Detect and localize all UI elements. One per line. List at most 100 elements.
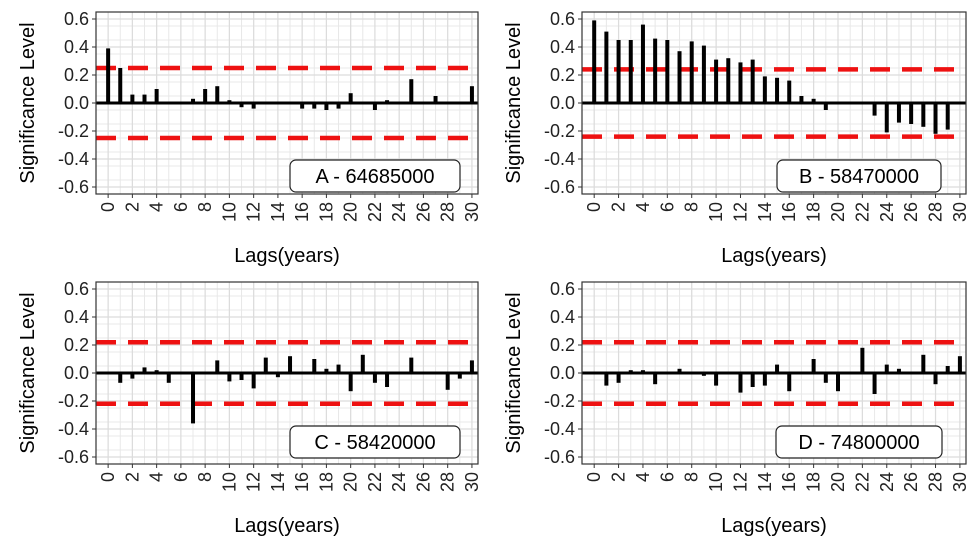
acf-bar [872, 373, 877, 394]
acf-bar [275, 373, 280, 378]
x-tick-label: 30 [462, 202, 482, 222]
x-tick-label: 26 [901, 202, 921, 222]
x-tick-label: 14 [268, 202, 288, 222]
acf-bar [312, 359, 317, 373]
x-axis-title: Lags(years) [234, 515, 340, 537]
acf-bar [896, 103, 901, 123]
acf-bar [348, 93, 353, 103]
x-tick-label: 28 [438, 472, 458, 492]
acf-bar [677, 368, 682, 373]
x-tick-label: 6 [657, 472, 677, 482]
x-tick-label: 20 [341, 202, 361, 222]
y-tick-label: -0.2 [544, 121, 575, 141]
x-tick-label: 30 [950, 202, 969, 222]
x-tick-label: 12 [244, 202, 264, 222]
acf-bar [251, 373, 256, 389]
acf-bar [836, 373, 840, 392]
y-tick-label: -0.4 [544, 149, 575, 169]
x-tick-label: 26 [413, 202, 433, 222]
x-tick-label: 16 [779, 472, 799, 492]
acf-bar [469, 86, 474, 103]
acf-bar [300, 103, 305, 109]
acf-bar [665, 40, 670, 103]
panel-d: -0.6-0.4-0.20.00.20.40.60 2 4 6 8 10 12 14 16 18 2… [503, 279, 969, 537]
acf-bar [385, 373, 390, 387]
x-tick-label: 2 [609, 202, 629, 212]
acf-bar [872, 103, 877, 116]
x-tick-label: 4 [633, 472, 653, 482]
acf-bar [251, 103, 256, 109]
x-tick-label: 28 [926, 472, 946, 492]
x-tick-label: 8 [195, 472, 215, 482]
x-tick-label: 2 [609, 472, 629, 482]
x-tick-label: 8 [682, 472, 702, 482]
y-tick-label: 0.0 [550, 93, 575, 113]
acf-bar [933, 103, 938, 134]
y-tick-label: -0.2 [58, 121, 89, 141]
x-tick-label: 8 [195, 202, 215, 212]
acf-bar [653, 38, 658, 103]
acf-bar [409, 79, 414, 103]
acf-bar [714, 373, 719, 386]
acf-bar [799, 96, 804, 103]
acf-bar [884, 364, 889, 373]
x-tick-label: 24 [877, 472, 897, 492]
acf-bar [787, 80, 792, 103]
x-tick-label: 24 [877, 202, 897, 222]
x-tick-label: 12 [730, 202, 750, 222]
acf-bar [372, 373, 377, 383]
acf-bar [360, 354, 365, 373]
x-tick-label: 6 [171, 202, 191, 212]
acf-bar [945, 366, 950, 373]
x-tick-label: 10 [706, 202, 726, 222]
y-tick-label: -0.6 [58, 177, 89, 197]
acf-bar [762, 76, 767, 103]
y-axis-title: Significance Level [17, 292, 39, 453]
acf-bar [811, 98, 816, 103]
y-tick-label: 0.4 [64, 37, 89, 57]
acf-bar [738, 62, 743, 103]
y-tick-label: 0.2 [550, 65, 575, 85]
acf-bar [142, 94, 147, 103]
x-tick-label: 6 [171, 472, 191, 482]
acf-bar [628, 40, 633, 103]
acf-bar [469, 360, 474, 373]
y-axis-title: Significance Level [503, 292, 525, 453]
x-axis-title: Lags(years) [721, 245, 827, 267]
acf-bar [457, 373, 462, 379]
acf-bar [677, 51, 682, 103]
acf-bar [336, 364, 341, 373]
acf-bar [714, 59, 719, 103]
y-tick-label: 0.6 [550, 9, 575, 29]
acf-bar [433, 96, 438, 103]
acf-bar [860, 347, 865, 373]
x-tick-label: 14 [755, 202, 775, 222]
y-tick-label: 0.0 [550, 363, 575, 383]
x-tick-label: 16 [292, 472, 312, 492]
acf-bar [701, 45, 706, 103]
panel-label: B - 58470000 [799, 166, 919, 188]
acf-bar [653, 373, 658, 385]
acf-bar [288, 356, 293, 373]
x-tick-label: 20 [828, 472, 848, 492]
y-tick-label: 0.2 [64, 65, 89, 85]
x-axis-title: Lags(years) [234, 245, 340, 267]
panel-label-box [776, 159, 942, 193]
y-tick-label: -0.2 [58, 391, 89, 411]
acf-bar [604, 373, 609, 386]
panel-label-box [289, 425, 461, 459]
acf-bar [726, 58, 731, 103]
panel-label: D - 74800000 [798, 432, 919, 454]
acf-bar [933, 373, 938, 385]
y-tick-label: 0.4 [550, 307, 575, 327]
panel-label-box [775, 425, 943, 459]
y-tick-label: -0.2 [544, 391, 575, 411]
x-tick-label: 14 [755, 472, 775, 492]
y-tick-label: -0.6 [58, 447, 89, 467]
acf-bar [896, 368, 901, 373]
x-tick-label: 4 [147, 472, 167, 482]
x-tick-label: 4 [147, 202, 167, 212]
x-tick-label: 0 [584, 472, 604, 482]
panel-label-box [289, 159, 461, 193]
